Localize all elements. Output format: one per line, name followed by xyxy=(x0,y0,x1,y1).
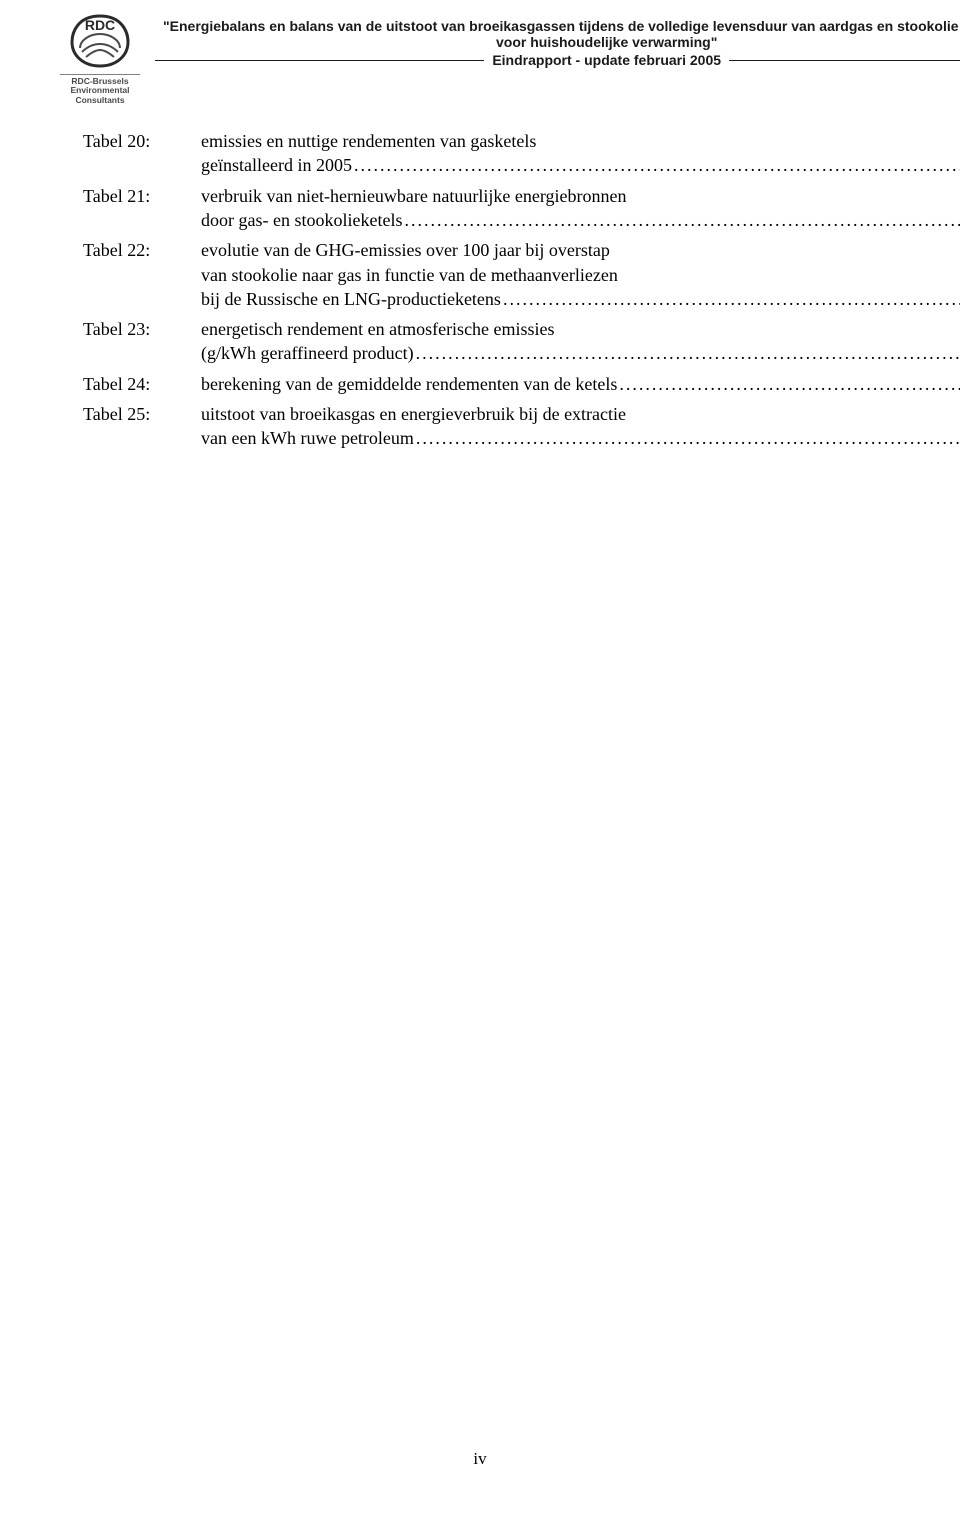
doc-title-line3: Eindrapport - update februari 2005 xyxy=(484,52,729,68)
toc-text-line: evolutie van de GHG-emissies over 100 ja… xyxy=(201,238,960,262)
title-row-1: "Energiebalans en balans van de uitstoot… xyxy=(155,18,960,34)
rule-left-3 xyxy=(155,60,484,61)
toc-body: verbruik van niet-hernieuwbare natuurlij… xyxy=(201,184,960,233)
toc-content: Tabel 20:emissies en nuttige rendementen… xyxy=(83,129,877,451)
toc-label: Tabel 24: xyxy=(83,372,201,396)
toc-entry: Tabel 23:energetisch rendement en atmosf… xyxy=(83,317,877,366)
toc-last-text: berekening van de gemiddelde rendementen… xyxy=(201,372,617,396)
page-number: iv xyxy=(0,1449,960,1469)
toc-text-line: verbruik van niet-hernieuwbare natuurlij… xyxy=(201,184,960,208)
toc-last-line: door gas- en stookolieketels............… xyxy=(201,208,960,232)
toc-label: Tabel 21: xyxy=(83,184,201,208)
title-row-3: Eindrapport - update februari 2005 xyxy=(155,52,960,68)
toc-last-line: berekening van de gemiddelde rendementen… xyxy=(201,372,960,396)
toc-last-line: van een kWh ruwe petroleum..............… xyxy=(201,426,960,450)
toc-leader-dots: ........................................… xyxy=(617,372,960,396)
toc-last-line: (g/kWh geraffineerd product)............… xyxy=(201,341,960,365)
toc-body: energetisch rendement en atmosferische e… xyxy=(201,317,960,366)
toc-label: Tabel 23: xyxy=(83,317,201,341)
toc-text-line: emissies en nuttige rendementen van gask… xyxy=(201,129,960,153)
doc-title-line2: voor huishoudelijke verwarming" xyxy=(155,34,960,50)
toc-leader-dots: ........................................… xyxy=(352,153,960,177)
doc-title-line1: "Energiebalans en balans van de uitstoot… xyxy=(155,18,960,34)
toc-last-text: door gas- en stookolieketels xyxy=(201,208,402,232)
toc-text-line: uitstoot van broeikasgas en energieverbr… xyxy=(201,402,960,426)
toc-leader-dots: ........................................… xyxy=(414,426,960,450)
page: RDC RDC-Brussels Environmental Consultan… xyxy=(0,0,960,1527)
toc-entry: Tabel 21:verbruik van niet-hernieuwbare … xyxy=(83,184,877,233)
toc-body: uitstoot van broeikasgas en energieverbr… xyxy=(201,402,960,451)
toc-entry: Tabel 22:evolutie van de GHG-emissies ov… xyxy=(83,238,877,311)
title-block: "Energiebalans en balans van de uitstoot… xyxy=(155,10,960,81)
toc-leader-dots: ........................................… xyxy=(414,341,960,365)
toc-body: berekening van de gemiddelde rendementen… xyxy=(201,372,960,396)
toc-text-line: van stookolie naar gas in functie van de… xyxy=(201,263,960,287)
toc-entry: Tabel 24:berekening van de gemiddelde re… xyxy=(83,372,877,396)
toc-label: Tabel 25: xyxy=(83,402,201,426)
rdc-logo-icon: RDC xyxy=(60,10,140,70)
toc-entry: Tabel 25:uitstoot van broeikasgas en ene… xyxy=(83,402,877,451)
toc-body: emissies en nuttige rendementen van gask… xyxy=(201,129,960,178)
toc-last-text: van een kWh ruwe petroleum xyxy=(201,426,414,450)
toc-body: evolutie van de GHG-emissies over 100 ja… xyxy=(201,238,960,311)
page-header: RDC RDC-Brussels Environmental Consultan… xyxy=(45,10,915,105)
toc-text-line: energetisch rendement en atmosferische e… xyxy=(201,317,960,341)
toc-label: Tabel 22: xyxy=(83,238,201,262)
toc-last-text: geïnstalleerd in 2005 xyxy=(201,153,352,177)
rule-right-3 xyxy=(729,60,960,61)
logo-subtext-2: Environmental Consultants xyxy=(45,86,155,105)
logo-block: RDC RDC-Brussels Environmental Consultan… xyxy=(45,10,155,105)
toc-leader-dots: ........................................… xyxy=(402,208,960,232)
toc-last-line: bij de Russische en LNG-productieketens.… xyxy=(201,287,960,311)
toc-last-text: (g/kWh geraffineerd product) xyxy=(201,341,414,365)
toc-last-line: geïnstalleerd in 2005...................… xyxy=(201,153,960,177)
logo-divider xyxy=(60,74,140,75)
toc-label: Tabel 20: xyxy=(83,129,201,153)
toc-leader-dots: ........................................… xyxy=(501,287,960,311)
toc-last-text: bij de Russische en LNG-productieketens xyxy=(201,287,501,311)
logo-text: RDC xyxy=(85,17,115,33)
toc-entry: Tabel 20:emissies en nuttige rendementen… xyxy=(83,129,877,178)
